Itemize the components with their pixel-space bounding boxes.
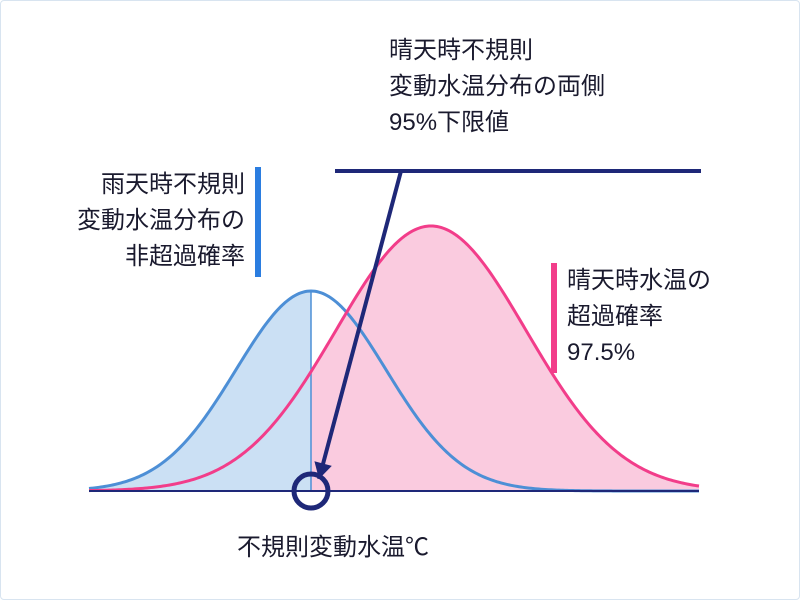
label-line: 97.5% bbox=[567, 335, 711, 371]
label-clear-weather-95-text: 晴天時不規則 変動水温分布の両側 95%下限値 bbox=[389, 33, 605, 141]
label-clear-weather-95: 晴天時不規則 変動水温分布の両側 95%下限値 bbox=[389, 33, 605, 141]
label-line: 95%下限値 bbox=[389, 105, 605, 141]
blue-bar-icon bbox=[255, 167, 261, 277]
reference-circle-marker bbox=[294, 474, 328, 508]
label-line: 晴天時水温の bbox=[567, 263, 711, 299]
label-line: 雨天時不規則 bbox=[77, 167, 245, 203]
x-axis-label: 不規則変動水温℃ bbox=[237, 527, 429, 562]
label-rainy-nonexceed: 雨天時不規則 変動水温分布の 非超過確率 bbox=[77, 167, 261, 277]
label-line: 超過確率 bbox=[567, 299, 711, 335]
label-line: 変動水温分布の bbox=[77, 203, 245, 239]
label-clear-exceed-975-text: 晴天時水温の 超過確率 97.5% bbox=[567, 263, 711, 371]
blue-fill-region bbox=[89, 291, 311, 491]
arrow-head-icon bbox=[314, 461, 331, 479]
label-clear-exceed-975: 晴天時水温の 超過確率 97.5% bbox=[551, 263, 711, 373]
label-line: 非超過確率 bbox=[77, 239, 245, 275]
label-line: 変動水温分布の両側 bbox=[389, 69, 605, 105]
label-line: 晴天時不規則 bbox=[389, 33, 605, 69]
label-rainy-nonexceed-text: 雨天時不規則 変動水温分布の 非超過確率 bbox=[77, 167, 245, 275]
arrow-diagonal-segment bbox=[319, 171, 401, 479]
pink-bar-icon bbox=[551, 263, 557, 373]
